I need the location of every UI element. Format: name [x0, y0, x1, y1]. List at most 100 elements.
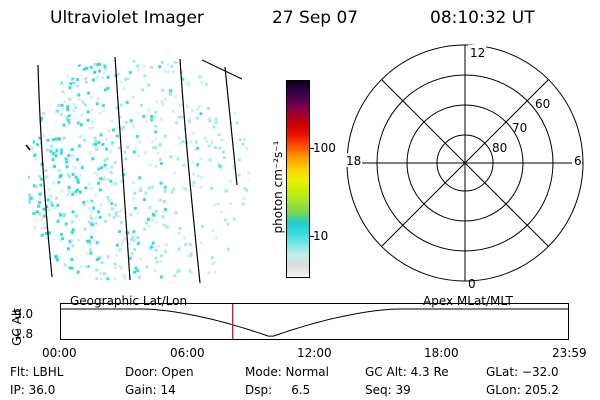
image-pixel — [88, 248, 92, 252]
image-pixel — [105, 157, 109, 161]
image-pixel — [99, 255, 103, 259]
image-pixel — [47, 188, 51, 192]
image-pixel — [247, 171, 250, 175]
image-pixel — [38, 200, 42, 204]
image-pixel — [103, 272, 106, 276]
image-pixel — [243, 137, 247, 141]
image-pixel — [69, 82, 73, 86]
image-pixel — [223, 156, 226, 160]
image-pixel — [93, 62, 97, 66]
image-pixel — [71, 192, 75, 196]
image-pixel — [94, 193, 98, 197]
image-pixel — [176, 157, 180, 161]
image-pixel — [71, 172, 75, 176]
image-pixel — [76, 238, 80, 242]
image-pixel — [203, 73, 207, 77]
image-pixel — [151, 218, 155, 222]
image-pixel — [147, 225, 151, 228]
image-pixel — [21, 146, 24, 149]
mlt-label-18: 18 — [346, 154, 361, 168]
image-pixel — [39, 260, 43, 264]
image-pixel — [54, 137, 58, 141]
image-pixel — [34, 100, 38, 104]
image-pixel — [170, 190, 174, 194]
image-pixel — [28, 133, 31, 136]
image-pixel — [237, 158, 241, 162]
image-pixel — [99, 203, 103, 207]
image-pixel — [52, 181, 56, 185]
image-pixel — [23, 106, 26, 109]
image-pixel — [145, 265, 149, 269]
image-pixel — [188, 269, 192, 273]
image-pixel — [176, 270, 180, 274]
image-pixel — [200, 176, 204, 180]
image-pixel — [133, 191, 137, 195]
image-pixel — [93, 171, 97, 175]
door-status: Door: Open — [125, 365, 194, 379]
image-pixel — [57, 103, 61, 107]
image-pixel — [152, 115, 156, 119]
image-pixel — [109, 150, 113, 154]
image-pixel — [186, 80, 190, 84]
image-pixel — [62, 214, 66, 218]
image-pixel — [124, 120, 128, 124]
image-pixel — [214, 121, 218, 124]
image-pixel — [88, 182, 91, 186]
ip-status: IP: 36.0 — [10, 383, 56, 397]
image-pixel — [76, 178, 80, 182]
mlt-label-0: 0 — [468, 277, 476, 291]
image-pixel — [179, 103, 183, 107]
image-pixel — [200, 80, 204, 84]
image-pixel — [151, 212, 155, 216]
image-pixel — [119, 242, 123, 246]
image-pixel — [211, 262, 215, 266]
image-pixel — [58, 137, 62, 141]
image-pixel — [59, 113, 63, 117]
image-pixel — [66, 74, 69, 78]
image-pixel — [55, 60, 59, 63]
image-pixel — [207, 144, 211, 148]
image-pixel — [111, 60, 115, 62]
image-pixel — [22, 284, 25, 287]
image-pixel — [226, 282, 229, 285]
image-pixel — [70, 274, 74, 278]
image-pixel — [68, 175, 71, 179]
image-pixel — [54, 111, 58, 114]
image-pixel — [60, 270, 64, 274]
image-pixel — [228, 179, 232, 183]
image-pixel — [196, 107, 200, 111]
image-pixel — [110, 202, 114, 206]
image-pixel — [28, 69, 30, 72]
image-pixel — [66, 108, 70, 112]
image-pixel — [194, 148, 197, 152]
image-pixel — [135, 135, 139, 138]
image-pixel — [156, 151, 160, 155]
image-pixel — [51, 158, 55, 162]
image-pixel — [132, 230, 136, 234]
image-pixel — [59, 81, 63, 85]
image-pixel — [92, 279, 96, 281]
image-pixel — [178, 142, 182, 146]
image-pixel — [79, 173, 83, 177]
image-pixel — [163, 134, 167, 138]
image-pixel — [110, 143, 114, 147]
image-pixel — [81, 100, 85, 104]
image-pixel — [196, 163, 200, 167]
image-pixel — [239, 260, 243, 264]
image-pixel — [222, 150, 225, 154]
colorbar-unit-label: photon cm⁻²s⁻¹ — [271, 140, 285, 234]
image-pixel — [151, 140, 155, 144]
image-pixel — [111, 56, 114, 59]
image-pixel — [139, 189, 143, 192]
image-pixel — [53, 206, 57, 210]
image-pixel — [185, 82, 189, 86]
image-pixel — [126, 145, 129, 149]
image-pixel — [131, 181, 135, 184]
image-pixel — [172, 70, 175, 74]
image-pixel — [150, 118, 154, 122]
image-pixel — [23, 263, 26, 266]
image-pixel — [128, 256, 132, 260]
image-pixel — [36, 118, 39, 122]
image-pixel — [232, 165, 236, 169]
image-pixel — [71, 154, 75, 157]
